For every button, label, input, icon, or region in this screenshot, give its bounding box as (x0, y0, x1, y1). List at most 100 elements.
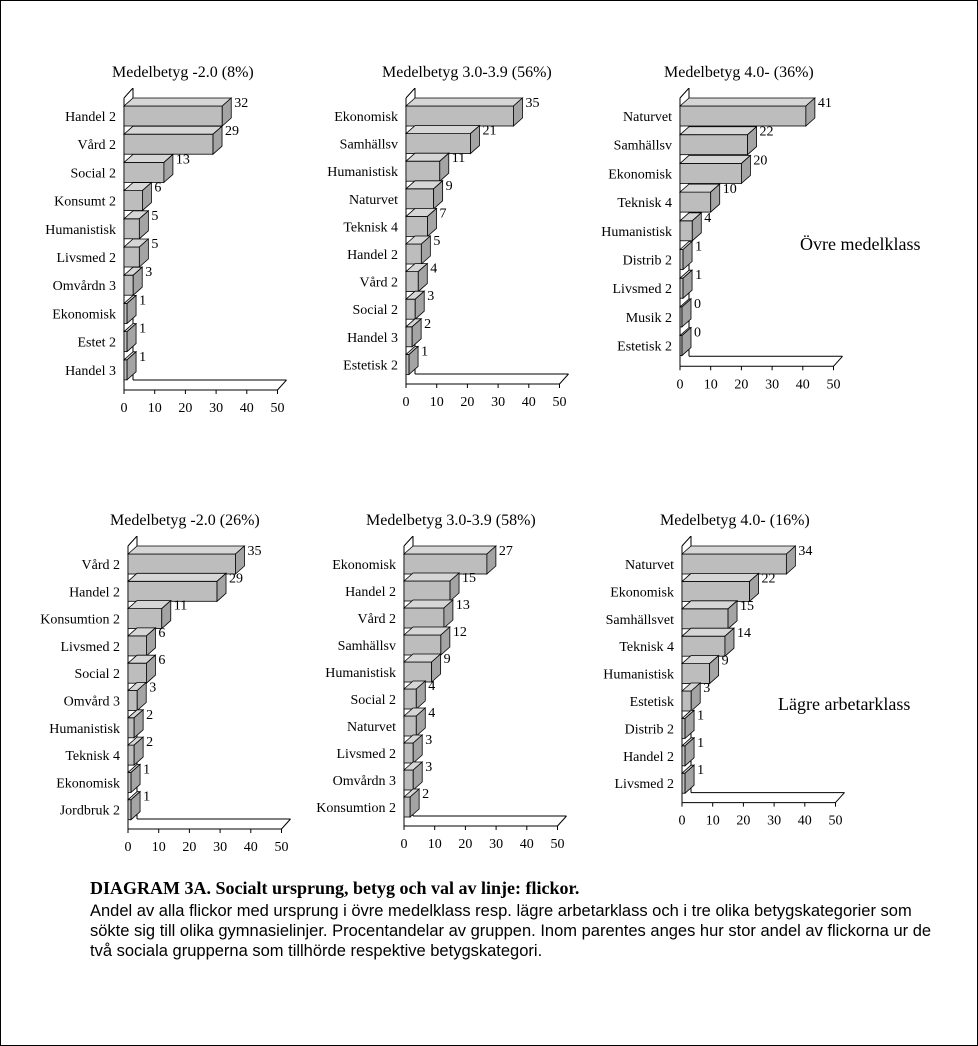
bar-side (146, 627, 156, 657)
x-tick-label: 20 (736, 814, 750, 829)
bar-front (403, 769, 414, 791)
x-tick-label: 10 (152, 840, 166, 855)
bar-side (126, 350, 137, 381)
bar-side (747, 125, 757, 156)
category-label: Humanistisk (601, 225, 672, 240)
bar-front (681, 772, 686, 794)
bar-front (405, 353, 410, 375)
bar-side (138, 238, 149, 268)
category-label: Ekonomisk (56, 776, 120, 791)
bar-side (439, 152, 450, 183)
x-tick-label: 10 (428, 837, 442, 852)
bar-value-label: 9 (446, 179, 453, 194)
axis-floor-end (277, 379, 287, 391)
bar-value-label: 2 (422, 787, 429, 802)
bar-front (127, 799, 132, 821)
x-tick-label: 30 (489, 837, 503, 852)
category-label: Social 2 (75, 667, 121, 682)
bar-front (123, 162, 165, 183)
bar-value-label: 5 (433, 234, 440, 249)
bar-side (415, 680, 426, 710)
bar-side (136, 681, 147, 712)
bar-side (690, 682, 701, 712)
x-tick-label: 30 (765, 377, 779, 392)
bar-front (403, 688, 417, 710)
bar-value-label: 35 (525, 96, 539, 111)
x-tick-label: 40 (240, 401, 254, 416)
category-label: Humanistisk (603, 668, 674, 683)
x-tick-label: 30 (209, 401, 223, 416)
bar-side (133, 736, 144, 766)
bar-value-label: 12 (453, 625, 467, 640)
bar-front (405, 188, 435, 210)
category-label: Samhällsv (340, 138, 398, 153)
category-label: Livsmed 2 (613, 282, 673, 297)
bar-side (740, 154, 751, 185)
bar-value-label: 4 (428, 706, 435, 721)
group-label-upper: Övre medelklass (800, 234, 921, 254)
bar-side (126, 322, 137, 353)
bar-side (412, 734, 423, 764)
chart-6-title: Medelbetyg 4.0- (16%) (660, 512, 810, 529)
bar-side (684, 709, 695, 740)
bar-value-label: 3 (427, 289, 434, 304)
bar-front (679, 163, 742, 184)
bar-top (402, 572, 461, 582)
bar-value-label: 15 (740, 599, 754, 614)
chart-medelbetyg-4-0-lower: 0 10 20 30 40 50 34 Naturvet 22 Ekonomisk 15 Samhäl… (603, 536, 845, 829)
bar-value-label: 27 (499, 544, 513, 559)
bar-top (404, 125, 481, 134)
category-label: Samhällsv (614, 139, 672, 154)
category-label: Teknisk 4 (343, 220, 398, 235)
bar-front (681, 608, 729, 630)
category-label: Vård 2 (360, 276, 399, 291)
bar-side (163, 153, 174, 184)
bar-value-label: 1 (421, 344, 428, 359)
bar-front (127, 771, 132, 793)
bar-front (123, 105, 223, 127)
bar-front (403, 715, 417, 737)
bar-front (127, 553, 236, 575)
bar-top (404, 97, 524, 107)
bar-top (402, 545, 497, 555)
category-label: Konsumtion 2 (40, 613, 120, 628)
axis-top-edge (679, 88, 690, 99)
category-label: Teknisk 4 (619, 640, 674, 655)
bar-front (681, 717, 686, 739)
chart-1-title: Medelbetyg -2.0 (8%) (112, 64, 254, 81)
bar-side (805, 97, 816, 127)
bar-front (123, 331, 128, 353)
bar-front (123, 302, 128, 324)
chart-medelbetyg-3-0-upper: 0 10 20 30 40 5035Ekonomisk21Samhällsv11Human… (327, 88, 569, 410)
bar-value-label: 6 (154, 181, 161, 196)
x-tick-label: 50 (271, 401, 285, 416)
bar-side (727, 599, 738, 630)
axis-top-edge (403, 536, 414, 547)
bar-side (411, 317, 422, 348)
bar-front (679, 220, 693, 242)
bar-value-label: 20 (753, 153, 767, 168)
bar-side (420, 235, 431, 265)
bar-front (127, 580, 218, 602)
bar-value-label: 4 (430, 262, 437, 277)
bar-value-label: 1 (697, 708, 704, 723)
bar-front (405, 160, 441, 182)
category-label: Handel 2 (623, 750, 674, 765)
bar-side (684, 736, 695, 767)
bar-front (679, 277, 684, 299)
axis-floor-end (833, 355, 843, 367)
bar-side (409, 788, 420, 818)
x-tick-label: 40 (520, 837, 534, 852)
category-label: Estetisk 2 (343, 358, 398, 373)
bar-front (403, 607, 445, 629)
axis-top-edge (405, 88, 416, 99)
bar-value-label: 5 (151, 237, 158, 252)
bar-side (216, 572, 227, 603)
category-label: Handel 2 (69, 585, 120, 600)
bar-value-label: 1 (139, 322, 146, 337)
x-tick-label: 10 (706, 814, 720, 829)
bar-value-label: 2 (424, 317, 431, 332)
bar-front (123, 359, 128, 381)
bar-side (221, 97, 232, 127)
